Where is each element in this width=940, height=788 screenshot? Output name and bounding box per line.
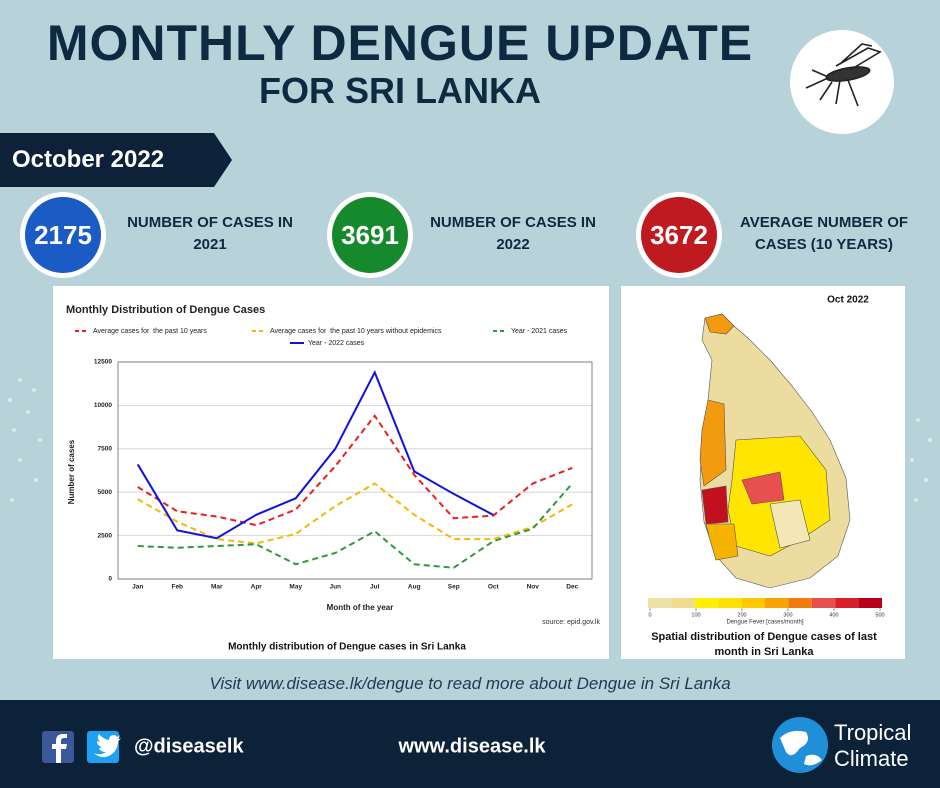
stat-label: NUMBER OF CASES IN 2022 (430, 214, 596, 253)
scale-tick-label: 100 (691, 612, 700, 618)
dot-pattern (8, 378, 932, 502)
brand-name: Tropical (834, 720, 911, 745)
scale-tick-label: 500 (875, 612, 884, 618)
footer-website: www.disease.lk (397, 735, 546, 757)
x-tick-label: Mar (211, 584, 223, 591)
scale-tick-label: 400 (829, 612, 838, 618)
series-line (137, 482, 574, 569)
sri-lanka-map (699, 313, 851, 589)
x-tick-label: Jun (329, 584, 341, 591)
stat-number: 3672 (641, 197, 717, 273)
scale-label: Dengue Fever [cases/month] (726, 620, 803, 626)
plot-frame (117, 361, 593, 580)
period: October 2022 (12, 146, 165, 173)
y-tick-label: 2500 (98, 532, 113, 539)
x-tick-label: Sep (448, 584, 460, 591)
map-title: Oct 2022 (827, 295, 869, 306)
x-tick-label: Feb (171, 584, 183, 591)
y-tick-label: 10000 (94, 402, 112, 409)
y-tick-label: 7500 (98, 446, 113, 453)
stat-number: 3691 (332, 197, 408, 273)
chart-panel (53, 286, 609, 659)
brand-globe-land (780, 730, 822, 766)
social-handle: @diseaselk (134, 735, 244, 757)
legend-label: Average cases for the past 10 years with… (270, 328, 442, 335)
y-tick-label: 0 (108, 576, 112, 583)
x-axis-label: Month of the year (327, 603, 394, 612)
source: source: epid.gov.lk (542, 619, 600, 626)
website-note: Visit www.disease.lk/dengue to read more… (209, 674, 731, 693)
x-tick-label: Apr (251, 584, 263, 591)
color-scale (648, 598, 882, 608)
stat-label: AVERAGE NUMBER OF CASES (10 YEARS) (739, 214, 909, 253)
chart-caption: Monthly distribution of Dengue cases in … (228, 642, 466, 653)
x-tick-label: May (289, 584, 302, 591)
x-tick-label: Oct (488, 584, 500, 591)
mosquito-badge (790, 30, 894, 134)
scale-tick-label: 300 (783, 612, 792, 618)
x-tick-label: Nov (527, 584, 540, 591)
twitter-glyph (94, 734, 121, 758)
map-caption: Spatial distribution of Dengue cases of … (651, 631, 877, 658)
x-tick-label: Aug (408, 584, 421, 591)
subtitle: FOR SRI LANKA (259, 70, 541, 111)
stat-label: NUMBER OF CASES IN 2021 (127, 214, 293, 253)
x-tick-label: Dec (566, 584, 578, 591)
legend-label: Average cases for the past 10 years (93, 328, 207, 335)
stat-number: 2175 (25, 197, 101, 273)
y-tick-label: 12500 (94, 359, 112, 366)
title: MONTHLY DENGUE UPDATE (46, 15, 754, 71)
series-line (136, 370, 494, 540)
y-tick-label: 5000 (98, 489, 113, 496)
x-tick-label: Jan (132, 584, 143, 591)
mosquito-icon (805, 43, 882, 107)
x-tick-label: Jul (370, 584, 380, 591)
date-banner (0, 133, 232, 187)
legend-label: Year - 2022 cases (308, 340, 365, 347)
chart-title: Monthly Distribution of Dengue Cases (66, 304, 265, 316)
facebook-glyph (52, 734, 67, 763)
scale-tick-label: 200 (737, 612, 746, 618)
legend-label: Year - 2021 cases (511, 328, 568, 335)
brand-name: Climate (834, 746, 909, 771)
scale-tick-label: 0 (648, 612, 651, 618)
y-axis-label: Number of cases (67, 439, 76, 504)
